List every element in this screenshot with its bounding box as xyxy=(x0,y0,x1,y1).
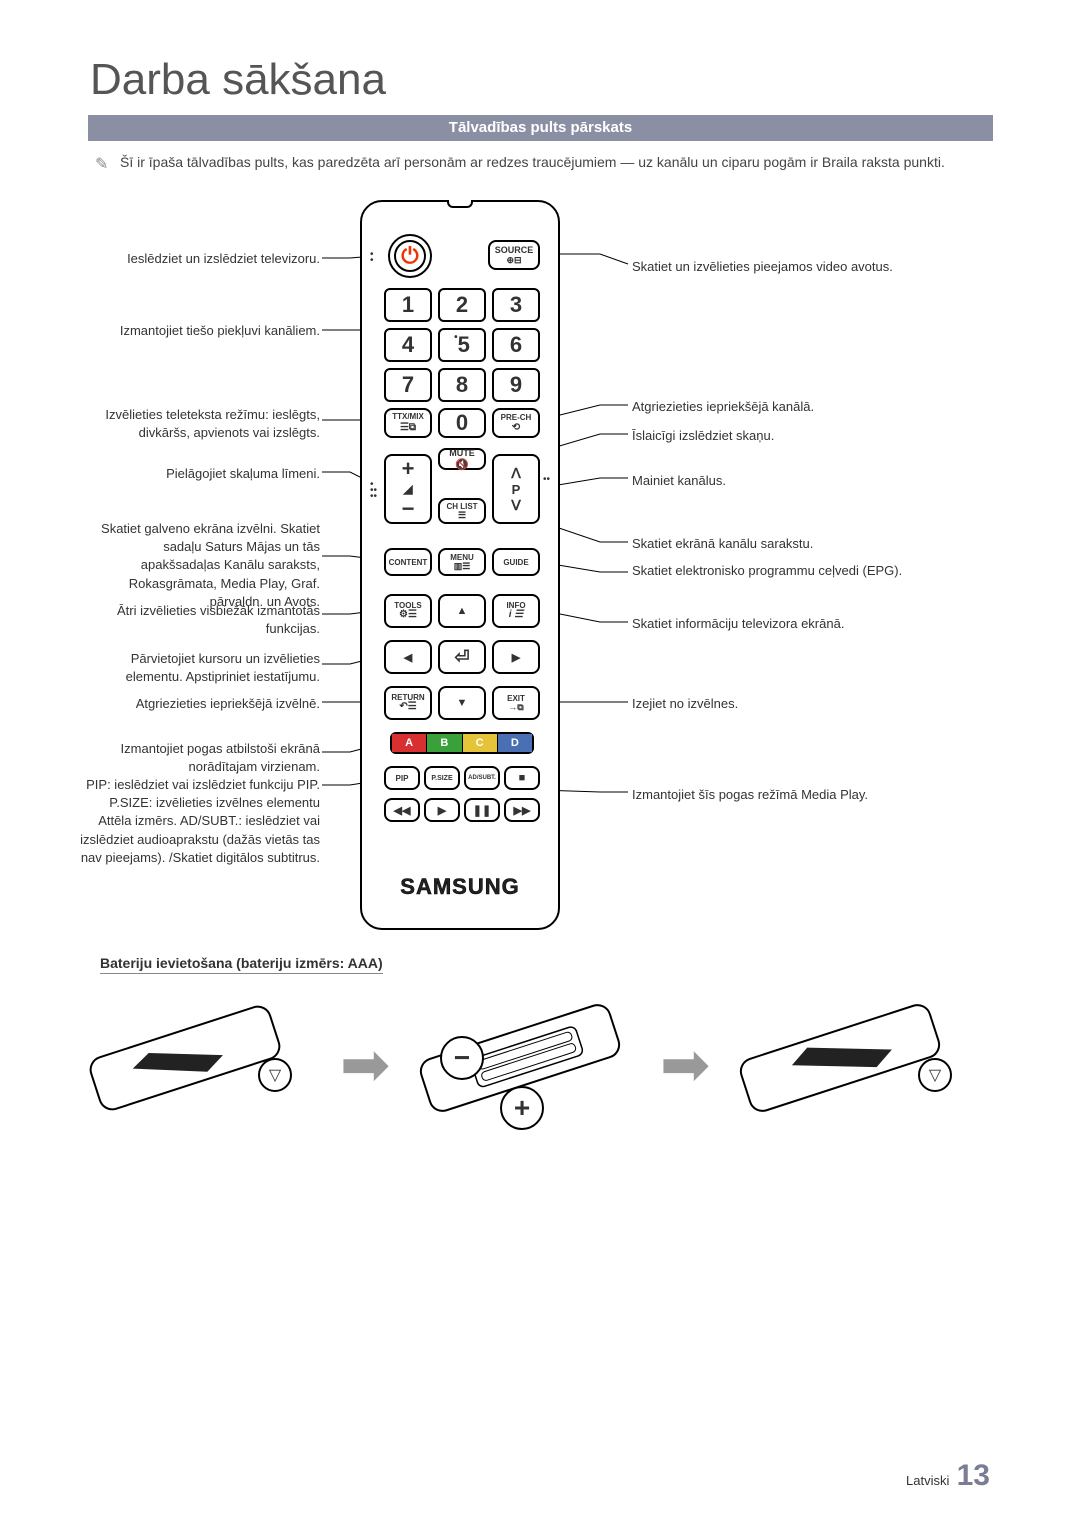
menu-button[interactable]: MENU▥☰ xyxy=(438,548,486,576)
guide-button[interactable]: GUIDE xyxy=(492,548,540,576)
step-arrow-icon: ➡ xyxy=(660,1030,710,1100)
label-exit: Izejiet no izvēlnes. xyxy=(632,695,952,713)
num-5-button[interactable]: •5 xyxy=(438,328,486,362)
info-button[interactable]: INFOi ☰ xyxy=(492,594,540,628)
green-b-button[interactable]: B xyxy=(427,734,462,752)
pre-ch-button[interactable]: PRE-CH⟲ xyxy=(492,408,540,438)
blue-d-button[interactable]: D xyxy=(498,734,532,752)
note-text: Šī ir īpaša tālvadības pults, kas paredz… xyxy=(120,152,980,173)
stop-icon: ■ xyxy=(519,772,526,784)
num-1-button[interactable]: 1 xyxy=(384,288,432,322)
red-a-button[interactable]: A xyxy=(392,734,427,752)
label-chlist: Skatiet ekrānā kanālu sarakstu. xyxy=(632,535,952,553)
left-button[interactable]: ◀ xyxy=(384,640,432,674)
minus-polarity-icon: − xyxy=(440,1036,484,1080)
prev-icon: ◀◀ xyxy=(394,804,411,817)
stop-button[interactable]: ■ xyxy=(504,766,540,790)
label-colors: Izmantojiet pogas atbilstoši ekrānā norā… xyxy=(85,740,320,776)
plus-polarity-icon: + xyxy=(500,1086,544,1130)
pause-icon: ❚❚ xyxy=(473,804,491,817)
note-icon: ✎ xyxy=(95,154,108,174)
label-channel: Mainiet kanālus. xyxy=(632,472,952,490)
volume-icon: ◢ xyxy=(403,482,412,496)
volume-rocker[interactable]: + ◢ − xyxy=(384,454,432,524)
label-nav: Pārvietojiet kursoru un izvēlieties elem… xyxy=(85,650,320,686)
battery-diagram: ▽ ➡ − + ➡ ▽ xyxy=(80,990,1000,1150)
braille-dots: •• xyxy=(543,477,550,483)
down-icon: ▼ xyxy=(457,697,468,709)
label-content: Skatiet galveno ekrāna izvēlni. Skatiet … xyxy=(85,520,320,611)
enter-button[interactable]: ⏎ xyxy=(438,640,486,674)
label-tools: Ātri izvēlieties visbiežāk izmantotās fu… xyxy=(85,602,320,638)
ad-subt-button[interactable]: AD/SUBT. xyxy=(464,766,500,790)
ttx-mix-button[interactable]: TTX/MIX☰⧉ xyxy=(384,408,432,438)
pause-button[interactable]: ❚❚ xyxy=(464,798,500,822)
left-icon: ◀ xyxy=(404,651,412,664)
down-button[interactable]: ▼ xyxy=(438,686,486,720)
content-button[interactable]: CONTENT xyxy=(384,548,432,576)
num-3-button[interactable]: 3 xyxy=(492,288,540,322)
page-footer: Latviski 13 xyxy=(906,1459,990,1493)
label-source: Skatiet un izvēlieties pieejamos video a… xyxy=(632,258,952,276)
label-pip: PIP: ieslēdziet vai izslēdziet funkciju … xyxy=(75,776,320,867)
num-7-button[interactable]: 7 xyxy=(384,368,432,402)
battery-heading: Bateriju ievietošana (bateriju izmērs: A… xyxy=(100,955,383,974)
label-prech: Atgriezieties iepriekšējā kanālā. xyxy=(632,398,952,416)
channel-rocker[interactable]: ᐱ P ᐯ xyxy=(492,454,540,524)
play-icon: ▶ xyxy=(438,804,446,817)
tools-button[interactable]: TOOLS⚙☰ xyxy=(384,594,432,628)
label-numbers: Izmantojiet tiešo piekļuvi kanāliem. xyxy=(85,322,320,340)
up-icon: ▲ xyxy=(457,605,468,617)
brand-logo: SAMSUNG xyxy=(362,874,558,900)
label-ttx: Izvēlieties teleteksta režīmu: ieslēgts,… xyxy=(85,406,320,442)
num-8-button[interactable]: 8 xyxy=(438,368,486,402)
label-info: Skatiet informāciju televizora ekrānā. xyxy=(632,615,952,633)
num-9-button[interactable]: 9 xyxy=(492,368,540,402)
yellow-c-button[interactable]: C xyxy=(463,734,498,752)
ch-list-button[interactable]: CH LIST☰ xyxy=(438,498,486,524)
enter-icon: ⏎ xyxy=(454,647,469,668)
mute-button[interactable]: MUTE🔇 xyxy=(438,448,486,470)
ir-window xyxy=(447,200,473,208)
power-icon: ⏻ xyxy=(401,243,418,269)
num-4-button[interactable]: 4 xyxy=(384,328,432,362)
label-power: Ieslēdziet un izslēdziet televizoru. xyxy=(85,250,320,268)
color-buttons: A B C D xyxy=(390,732,534,754)
page-title: Darba sākšana xyxy=(90,55,386,105)
next-track-button[interactable]: ▶▶ xyxy=(504,798,540,822)
up-button[interactable]: ▲ xyxy=(438,594,486,628)
num-0-button[interactable]: 0 xyxy=(438,408,486,438)
return-button[interactable]: RETURN↶☰ xyxy=(384,686,432,720)
num-2-button[interactable]: 2 xyxy=(438,288,486,322)
power-button[interactable]: ⏻ xyxy=(388,234,432,278)
step-arrow-icon: ➡ xyxy=(340,1030,390,1100)
cover-triangle-icon: ▽ xyxy=(258,1058,292,1092)
section-header: Tālvadības pults pārskats xyxy=(88,115,993,141)
label-return: Atgriezieties iepriekšējā izvēlnē. xyxy=(85,695,320,713)
next-icon: ▶▶ xyxy=(514,804,531,817)
pip-button[interactable]: PIP xyxy=(384,766,420,790)
right-icon: ▶ xyxy=(512,651,520,664)
braille-dots: ••••• xyxy=(370,482,377,500)
exit-button[interactable]: EXIT→⧉ xyxy=(492,686,540,720)
label-media: Izmantojiet šīs pogas režīmā Media Play. xyxy=(632,786,952,804)
source-button[interactable]: SOURCE ⊕⊟ xyxy=(488,240,540,270)
prev-track-button[interactable]: ◀◀ xyxy=(384,798,420,822)
label-volume: Pielāgojiet skaļuma līmeni. xyxy=(85,465,320,483)
cover-triangle-icon: ▽ xyxy=(918,1058,952,1092)
play-button[interactable]: ▶ xyxy=(424,798,460,822)
right-button[interactable]: ▶ xyxy=(492,640,540,674)
label-guide: Skatiet elektronisko programmu ceļvedi (… xyxy=(632,562,952,580)
remote-control: •• ••••• •• ⏻ SOURCE ⊕⊟ 1 2 3 4 •5 6 7 8… xyxy=(360,200,560,930)
psize-button[interactable]: P.SIZE xyxy=(424,766,460,790)
braille-dots: •• xyxy=(370,252,374,264)
label-mute: Īslaicīgi izslēdziet skaņu. xyxy=(632,427,952,445)
num-6-button[interactable]: 6 xyxy=(492,328,540,362)
